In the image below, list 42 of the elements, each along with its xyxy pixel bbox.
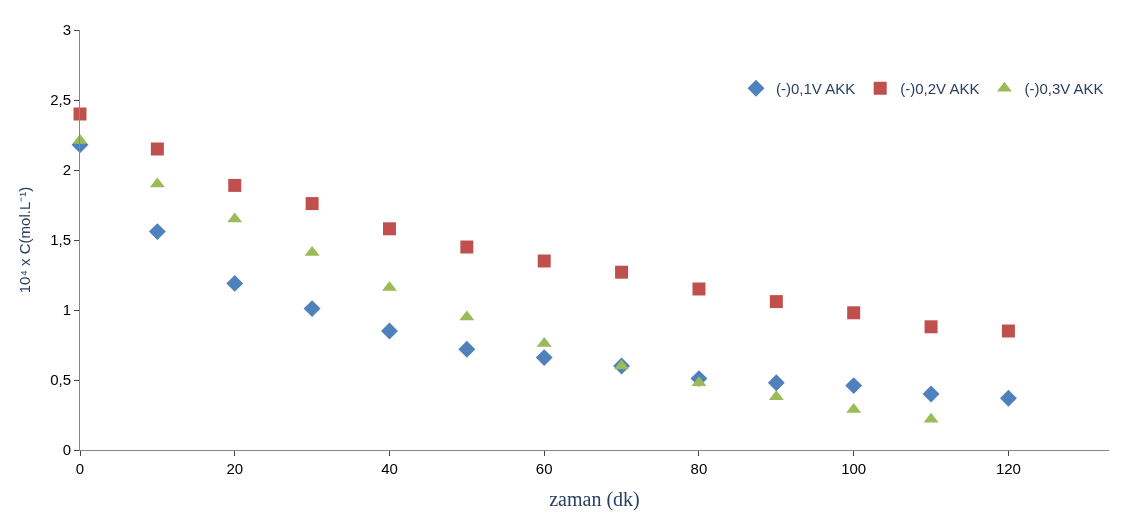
- point: [458, 340, 476, 358]
- point: [999, 389, 1017, 407]
- legend-label: (-)0,2V AKK: [900, 80, 980, 98]
- point: [615, 265, 629, 279]
- x-tick-label: 80: [690, 460, 708, 477]
- point: [148, 223, 166, 241]
- point: [767, 374, 785, 392]
- point: [924, 320, 938, 334]
- y-axis-title: 10⁴ x C(mol.L⁻¹): [16, 186, 34, 294]
- point: [150, 142, 164, 156]
- point: [73, 107, 87, 121]
- point: [692, 282, 706, 296]
- point: [303, 300, 321, 318]
- point: [226, 274, 244, 292]
- point: [381, 322, 398, 340]
- x-tick-label: 20: [226, 460, 244, 477]
- legend-label: (-)0,3V AKK: [1024, 80, 1104, 98]
- point: [228, 178, 242, 192]
- y-tick-label: 1,5: [50, 231, 71, 249]
- y-tick-label: 3: [62, 21, 71, 39]
- x-tick-label: 120: [995, 460, 1021, 477]
- y-tick-label: 1: [62, 301, 71, 319]
- x-axis-title: zaman (dk): [549, 487, 640, 511]
- point: [922, 385, 940, 403]
- x-tick-label: 0: [75, 460, 85, 477]
- y-tick-label: 2,5: [50, 91, 71, 109]
- point: [305, 197, 319, 211]
- point: [845, 377, 863, 395]
- point: [847, 306, 861, 320]
- x-tick-label: 100: [841, 460, 867, 477]
- y-tick-label: 0,5: [50, 371, 71, 389]
- point: [535, 349, 553, 367]
- y-tick-label: 2: [62, 161, 71, 179]
- y-tick-label: 0: [62, 441, 71, 459]
- x-tick-label: 40: [381, 460, 398, 477]
- legend-label: (-)0,1V AKK: [776, 80, 856, 98]
- point: [1001, 324, 1015, 338]
- x-tick-label: 60: [535, 460, 553, 477]
- point: [460, 240, 474, 254]
- point: [537, 254, 551, 268]
- point: [769, 295, 783, 309]
- point: [382, 222, 396, 236]
